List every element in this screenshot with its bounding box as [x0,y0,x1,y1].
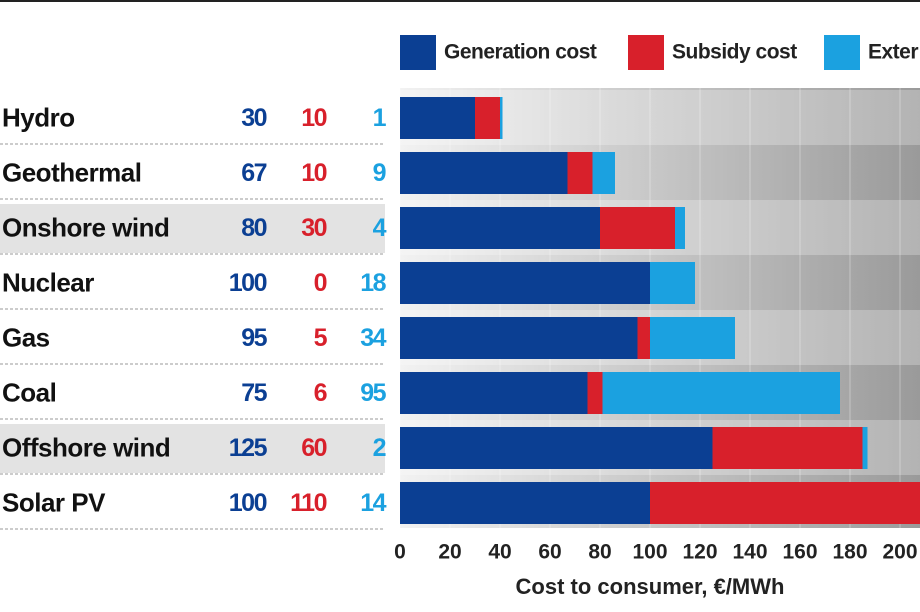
value-cell: 75 [241,379,267,407]
x-tick-label: 200 [882,541,917,564]
value-cell: 95 [360,379,386,407]
x-tick-label: 180 [832,541,867,564]
value-cell: 10 [301,104,326,132]
bar-segment [400,482,650,524]
row-label: Solar PV [2,487,106,517]
legend-label: Subsidy cost [672,41,797,64]
value-cell: 67 [241,159,266,187]
bar-segment [650,262,695,304]
bar-segment [400,372,588,414]
x-tick-label: 120 [682,541,717,564]
value-cell: 5 [314,324,328,352]
value-cell: 95 [241,324,267,352]
plot [400,88,920,528]
value-cell: 30 [241,104,266,132]
bar-segment [400,262,650,304]
value-cell: 1 [373,104,387,132]
legend-swatch [628,35,664,70]
row-label: Hydro [2,102,75,132]
bar-segment [675,207,685,249]
bar-segment [400,317,638,359]
value-cell: 2 [373,434,386,462]
bar-segment [862,427,868,469]
value-cell: 100 [229,269,267,297]
x-tick-label: 0 [394,541,406,564]
legend-label: Generation cost [444,41,597,64]
bar-segment [650,317,735,359]
value-cell: 34 [360,324,386,352]
bar-segment [712,427,863,469]
row-label: Offshore wind [2,432,170,462]
row-label: Gas [2,322,50,352]
value-cell: 30 [301,214,326,242]
row-label: Nuclear [2,267,94,297]
x-tick-label: 160 [782,541,817,564]
value-cell: 14 [360,489,386,517]
bar-segment [592,152,615,194]
bar-segment [400,97,475,139]
bar-segment [567,152,593,194]
x-tick-label: 20 [438,541,461,564]
bar-segment [400,207,600,249]
value-cell: 4 [373,214,387,242]
x-tick-label: 40 [488,541,511,564]
row-highlight [0,424,385,473]
bar-segment [650,482,920,524]
row-highlight [0,204,385,253]
value-cell: 100 [229,489,267,517]
legend-label: Exter [868,41,918,64]
row-label: Geothermal [2,157,142,187]
value-cell: 80 [241,214,266,242]
bar-segment [600,207,675,249]
row-label: Coal [2,377,56,407]
x-tick-label: 140 [732,541,767,564]
value-cell: 60 [301,434,326,462]
bar-segment [400,427,713,469]
legend-swatch [824,35,860,70]
bar-segment [602,372,840,414]
bar-segment [500,97,503,139]
value-cell: 9 [373,159,386,187]
value-cell: 18 [360,269,386,297]
bar-segment [400,152,568,194]
row-label: Onshore wind [2,212,169,242]
x-axis-label: Cost to consumer, €/MWh [516,574,785,599]
value-cell: 6 [314,379,327,407]
x-tick-label: 80 [588,541,611,564]
x-tick-label: 100 [632,541,667,564]
value-cell: 110 [290,489,326,517]
bar-segment [637,317,650,359]
value-cell: 0 [314,269,327,297]
bar-segment [587,372,603,414]
value-cell: 125 [229,434,268,462]
bar-segment [475,97,500,139]
x-tick-label: 60 [538,541,561,564]
legend-swatch [400,35,436,70]
value-cell: 10 [301,159,326,187]
